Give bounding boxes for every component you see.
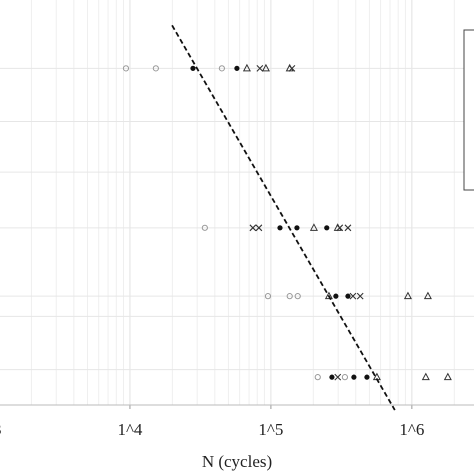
legend-box xyxy=(463,29,474,191)
point xyxy=(364,374,370,380)
point xyxy=(264,293,272,300)
point xyxy=(345,293,351,299)
point xyxy=(324,291,333,300)
point xyxy=(256,64,264,72)
point xyxy=(190,65,196,71)
point xyxy=(294,225,300,231)
point xyxy=(294,293,301,300)
point xyxy=(309,223,318,231)
point xyxy=(403,291,412,300)
point xyxy=(286,293,293,300)
x-tick-label: 1^5 xyxy=(258,420,283,439)
point xyxy=(423,291,432,300)
x-tick-label: 1^6 xyxy=(399,420,424,439)
x-axis-label: N (cycles) xyxy=(202,452,272,471)
point xyxy=(344,224,352,232)
point xyxy=(336,224,344,232)
point xyxy=(288,64,296,72)
point xyxy=(255,224,263,232)
point xyxy=(201,224,208,231)
x-tick-label: 1^4 xyxy=(117,420,142,439)
point xyxy=(249,224,257,232)
point xyxy=(421,372,430,381)
point xyxy=(234,65,240,71)
point xyxy=(349,292,357,300)
point xyxy=(152,65,159,72)
point xyxy=(351,374,357,380)
point xyxy=(324,225,330,231)
point xyxy=(242,63,251,72)
point xyxy=(277,225,283,231)
point xyxy=(329,374,335,380)
point xyxy=(261,63,270,72)
point xyxy=(334,373,342,381)
point xyxy=(341,374,349,381)
fit-line xyxy=(171,24,396,411)
point xyxy=(218,65,225,72)
point xyxy=(356,292,364,300)
point xyxy=(333,293,339,299)
point xyxy=(314,374,321,381)
x-tick-label: 1^3 xyxy=(0,420,1,439)
point xyxy=(122,65,130,72)
point xyxy=(443,372,452,381)
